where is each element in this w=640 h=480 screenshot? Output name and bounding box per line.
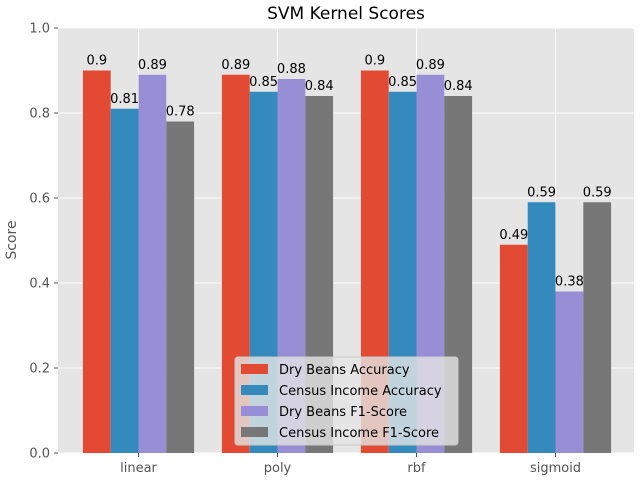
chart-title: SVM Kernel Scores [267,4,425,24]
bar-value-label: 0.89 [416,58,445,73]
x-tick-label: linear [120,461,157,476]
legend-entry: Dry Beans F1-Score [279,405,407,420]
x-tick-label: poly [264,461,292,476]
x-axis: linear poly rbf sigmoid [120,453,581,476]
bar-value-label: 0.78 [166,105,195,120]
legend-swatch [241,385,268,395]
bar-value-label: 0.49 [499,228,528,243]
legend-entry: Census Income F1-Score [279,426,439,441]
bar-value-label: 0.59 [583,185,612,200]
bar-value-label: 0.38 [555,275,584,290]
legend-entry: Dry Beans Accuracy [279,363,410,378]
bar-labels: 0.9 0.89 0.9 0.49 0.81 0.85 0.85 0.59 0.89 0.88 0.… [86,54,611,290]
y-tick-label: 0.6 [29,192,50,207]
legend-box [234,356,459,446]
bar-value-label: 0.9 [364,54,385,69]
y-tick-label: 0.0 [29,447,50,462]
bar [527,202,556,453]
bar [583,202,612,453]
bar-value-label: 0.84 [444,79,473,94]
y-axis: 0.0 0.2 0.4 0.6 0.8 1.0 [29,22,58,462]
bar [555,291,584,453]
bar-value-label: 0.89 [221,58,250,73]
legend-swatch [241,406,268,416]
legend: Dry Beans Accuracy Census Income Accuracy… [234,356,459,446]
bar-value-label: 0.85 [249,75,278,90]
y-tick-label: 0.4 [29,277,50,292]
legend-swatch [241,427,268,437]
bar [138,74,167,453]
y-tick-label: 0.2 [29,362,50,377]
bar [499,244,528,453]
bar [110,108,139,453]
bar-value-label: 0.9 [86,54,107,69]
x-tick-label: rbf [407,461,426,476]
bar-value-label: 0.84 [305,79,334,94]
bar-value-label: 0.88 [277,62,306,77]
legend-swatch [241,364,268,374]
bar-value-label: 0.59 [527,185,556,200]
y-axis-label: Score [4,220,20,259]
y-tick-label: 1.0 [29,22,50,37]
x-tick-label: sigmoid [530,461,581,476]
bar-value-label: 0.81 [110,92,139,107]
legend-entry: Census Income Accuracy [279,384,442,399]
bar [82,70,111,453]
bar-value-label: 0.85 [388,75,417,90]
bar [166,121,195,453]
y-tick-label: 0.8 [29,107,50,122]
bar-value-label: 0.89 [138,58,167,73]
